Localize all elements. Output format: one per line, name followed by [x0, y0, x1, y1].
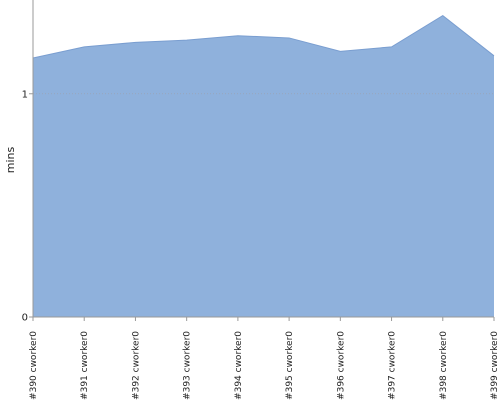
x-tick-label: #399 cworker0 [490, 331, 500, 400]
x-tick-label: #391 cworker0 [80, 331, 90, 400]
axis-layer [32, 0, 494, 318]
x-tick-label: #392 cworker0 [131, 331, 141, 400]
x-tick-label: #396 cworker0 [336, 331, 346, 400]
y-tick-layer: 01 [22, 89, 33, 324]
y-axis-label: mins [4, 146, 17, 173]
x-tick-label: #397 cworker0 [388, 331, 398, 400]
x-tick-layer: #390 cworker0 #391 cworker0 #392 cworker0 #… [29, 317, 500, 400]
area-series-0 [33, 15, 494, 317]
x-tick-label: #398 cworker0 [439, 331, 449, 400]
y-tick-label: 0 [22, 313, 28, 324]
x-tick-label: #390 cworker0 [29, 331, 39, 400]
x-tick-label: #395 cworker0 [285, 331, 295, 400]
area-series-line-0 [32, 15, 495, 59]
x-tick-label: #393 cworker0 [183, 331, 193, 400]
x-tick-label: #394 cworker0 [234, 331, 244, 400]
area-layer [32, 15, 495, 317]
y-tick-label: 1 [22, 89, 28, 100]
